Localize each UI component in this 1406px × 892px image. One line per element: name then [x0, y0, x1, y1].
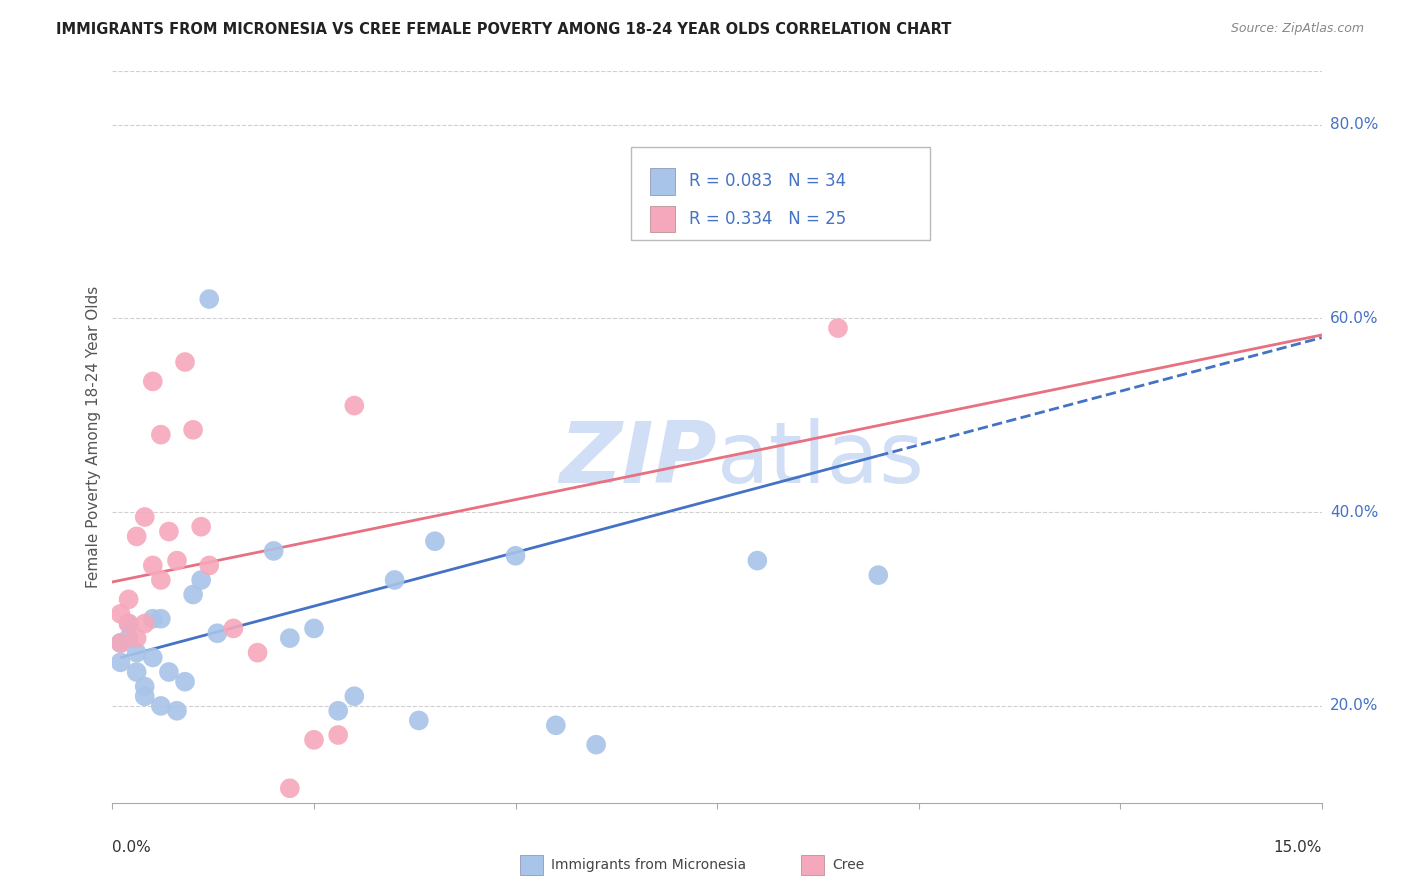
Point — [117, 616, 139, 631]
Text: Cree: Cree — [832, 858, 865, 872]
Point — [585, 738, 607, 752]
Point — [157, 524, 180, 539]
Point — [166, 553, 188, 567]
Point — [110, 607, 132, 621]
Point — [174, 355, 197, 369]
Point — [343, 690, 366, 704]
Point — [134, 510, 156, 524]
Text: Immigrants from Micronesia: Immigrants from Micronesia — [551, 858, 747, 872]
Point — [181, 423, 204, 437]
Text: ZIP: ZIP — [560, 417, 717, 500]
Point — [190, 573, 212, 587]
Point — [278, 631, 301, 645]
Point — [222, 622, 245, 636]
Text: 80.0%: 80.0% — [1330, 117, 1378, 132]
Y-axis label: Female Poverty Among 18-24 Year Olds: Female Poverty Among 18-24 Year Olds — [86, 286, 101, 588]
Point — [747, 553, 769, 567]
Point — [157, 665, 180, 679]
Point — [384, 573, 406, 587]
Point — [207, 626, 229, 640]
Point — [278, 781, 301, 796]
Point — [166, 704, 188, 718]
Point — [110, 636, 132, 650]
Point — [544, 718, 567, 732]
Point — [149, 612, 172, 626]
Point — [665, 166, 688, 180]
Text: IMMIGRANTS FROM MICRONESIA VS CREE FEMALE POVERTY AMONG 18-24 YEAR OLDS CORRELAT: IMMIGRANTS FROM MICRONESIA VS CREE FEMAL… — [56, 22, 952, 37]
Text: 60.0%: 60.0% — [1330, 311, 1378, 326]
Point — [110, 636, 132, 650]
Point — [117, 592, 139, 607]
Point — [117, 616, 139, 631]
Point — [117, 631, 139, 645]
Text: Source: ZipAtlas.com: Source: ZipAtlas.com — [1230, 22, 1364, 36]
Point — [149, 573, 172, 587]
Point — [142, 650, 165, 665]
Point — [328, 704, 350, 718]
Point — [125, 646, 148, 660]
Text: 20.0%: 20.0% — [1330, 698, 1378, 714]
Point — [868, 568, 890, 582]
Point — [134, 680, 156, 694]
Point — [198, 292, 221, 306]
Point — [263, 544, 285, 558]
Point — [408, 714, 430, 728]
Point — [125, 665, 148, 679]
Point — [110, 656, 132, 670]
Point — [706, 186, 728, 200]
Point — [343, 399, 366, 413]
Point — [246, 646, 269, 660]
Point — [198, 558, 221, 573]
Text: R = 0.334   N = 25: R = 0.334 N = 25 — [689, 211, 846, 228]
Text: 15.0%: 15.0% — [1274, 839, 1322, 855]
Text: atlas: atlas — [717, 417, 925, 500]
Point — [142, 375, 165, 389]
Text: R = 0.083   N = 34: R = 0.083 N = 34 — [689, 172, 846, 190]
Point — [125, 529, 148, 543]
Point — [149, 427, 172, 442]
Point — [302, 622, 325, 636]
Point — [190, 519, 212, 533]
Point — [328, 728, 350, 742]
Point — [181, 587, 204, 601]
Point — [134, 690, 156, 704]
Point — [142, 612, 165, 626]
Point — [423, 534, 446, 549]
Point — [134, 616, 156, 631]
Point — [827, 321, 849, 335]
Point — [505, 549, 527, 563]
Point — [302, 732, 325, 747]
Point — [142, 558, 165, 573]
Text: 0.0%: 0.0% — [112, 839, 152, 855]
Point — [149, 698, 172, 713]
Point — [174, 674, 197, 689]
Text: 40.0%: 40.0% — [1330, 505, 1378, 520]
Point — [125, 631, 148, 645]
